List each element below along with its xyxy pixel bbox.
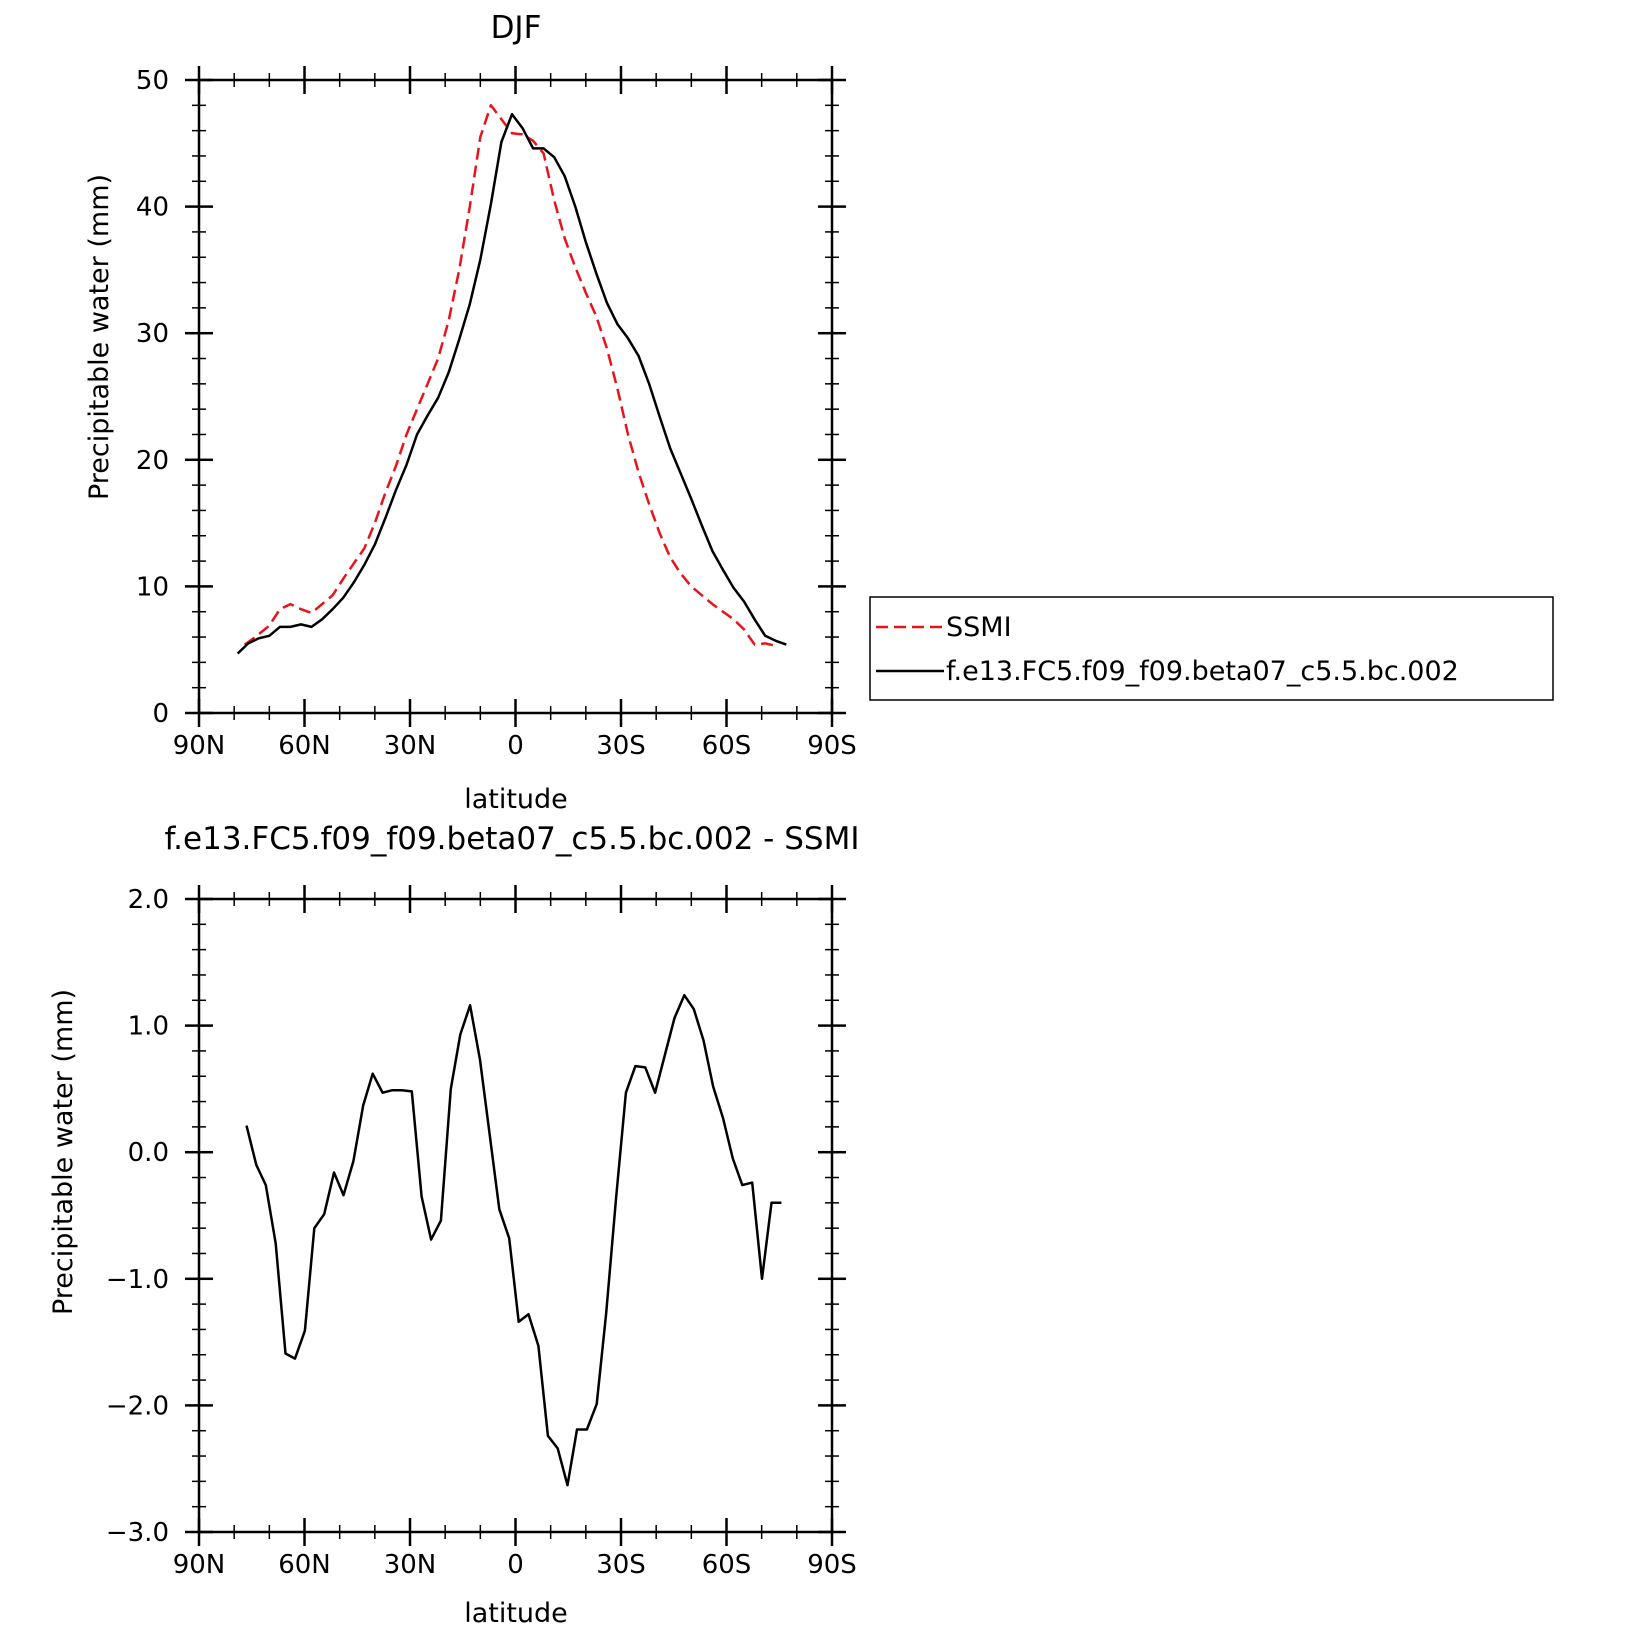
top-x-axis-title: latitude (464, 784, 568, 815)
top-plot-area: 90N 60N 30N 0 30S 60S 90S 0 10 20 30 40 50 (136, 66, 857, 761)
bottom-x-tick-label: 0 (507, 1550, 524, 1580)
top-y-tick-label: 10 (136, 572, 169, 602)
bottom-y-tick-label: −1.0 (106, 1265, 169, 1295)
top-y-axis-title: Precipitable water (mm) (84, 174, 115, 500)
bottom-x-tick-label: 90N (173, 1550, 226, 1580)
top-x-tick-label: 30S (596, 731, 646, 761)
top-y-tick-label: 50 (136, 66, 169, 96)
top-panel: DJF Precipitable water (mm) latitude 90N… (84, 10, 1554, 815)
legend-label-ssmi: SSMI (946, 612, 1012, 643)
bottom-x-tick-label: 30S (596, 1550, 646, 1580)
legend-box (869, 596, 1554, 701)
top-y-tick-label: 30 (136, 319, 169, 349)
top-x-tick-label: 90N (173, 731, 226, 761)
legend-label-model: f.e13.FC5.f09_f09.beta07_c5.5.bc.002 (946, 656, 1459, 687)
bottom-chart-title: f.e13.FC5.f09_f09.beta07_c5.5.bc.002 - S… (165, 821, 860, 857)
top-chart-title: DJF (491, 10, 542, 46)
bottom-y-tick-label: 2.0 (128, 885, 169, 915)
bottom-y-tick-label: 1.0 (128, 1012, 169, 1042)
top-y-tick-label: 0 (152, 699, 169, 729)
bottom-y-axis-title: Precipitable water (mm) (48, 989, 79, 1315)
top-x-tick-label: 60N (278, 731, 331, 761)
bottom-plot-area: 90N 60N 30N 0 30S 60S 90S −3.0 −2.0 −1.0 0.0 1.0 2.0 (106, 885, 857, 1580)
top-plot-frame (197, 78, 834, 715)
bottom-plot-frame (197, 897, 834, 1534)
top-x-tick-label: 0 (507, 731, 524, 761)
bottom-x-axis-title: latitude (464, 1598, 568, 1629)
bottom-y-tick-label: −2.0 (106, 1391, 169, 1421)
bottom-panel: f.e13.FC5.f09_f09.beta07_c5.5.bc.002 - S… (48, 821, 859, 1629)
bottom-x-tick-label: 90S (807, 1550, 857, 1580)
bottom-series-line-0 (245, 993, 782, 1487)
top-series-line-0 (243, 104, 776, 648)
top-x-tick-label: 60S (702, 731, 752, 761)
top-series-line-1 (236, 112, 787, 655)
top-x-tick-label: 90S (807, 731, 857, 761)
bottom-y-tick-label: 0.0 (128, 1138, 169, 1168)
bottom-y-tick-label: −3.0 (106, 1518, 169, 1548)
legend: SSMI f.e13.FC5.f09_f09.beta07_c5.5.bc.00… (869, 596, 1554, 701)
bottom-x-tick-label: 60S (702, 1550, 752, 1580)
top-y-tick-label: 20 (136, 446, 169, 476)
bottom-x-tick-label: 60N (278, 1550, 331, 1580)
top-y-tick-label: 40 (136, 193, 169, 223)
bottom-x-tick-label: 30N (384, 1550, 437, 1580)
top-x-tick-label: 30N (384, 731, 437, 761)
